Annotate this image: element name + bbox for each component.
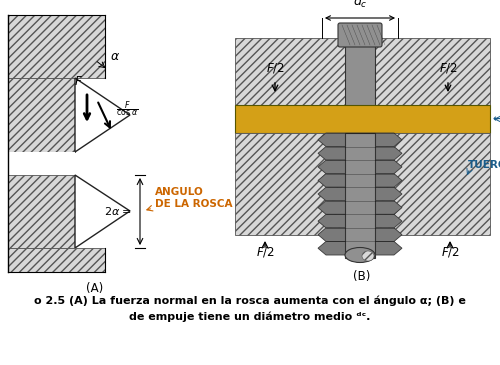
Text: $\frac{F}{\cos\,\alpha}$: $\frac{F}{\cos\,\alpha}$	[116, 100, 139, 120]
Text: $F/2$: $F/2$	[438, 61, 458, 75]
Text: $F/2$: $F/2$	[256, 245, 274, 259]
Bar	[345, 28, 375, 110]
Polygon shape	[235, 133, 490, 235]
Polygon shape	[318, 187, 402, 201]
Ellipse shape	[345, 247, 375, 262]
Text: (B): (B)	[354, 270, 370, 283]
Polygon shape	[8, 78, 75, 152]
Polygon shape	[8, 152, 75, 175]
Text: TUERCA: TUERCA	[468, 160, 500, 170]
Polygon shape	[8, 15, 105, 78]
Polygon shape	[75, 175, 130, 248]
FancyBboxPatch shape	[338, 23, 382, 47]
Text: de empuje tiene un diámetro medio ᵈᶜ.: de empuje tiene un diámetro medio ᵈᶜ.	[130, 311, 370, 322]
Polygon shape	[8, 175, 75, 248]
Ellipse shape	[362, 251, 374, 261]
Polygon shape	[318, 174, 402, 187]
Text: o 2.5 (A) La fuerza normal en la rosca aumenta con el ángulo α; (B) e: o 2.5 (A) La fuerza normal en la rosca a…	[34, 295, 466, 306]
Polygon shape	[318, 201, 402, 214]
Polygon shape	[75, 78, 130, 152]
Polygon shape	[318, 160, 402, 174]
Text: $F$: $F$	[74, 75, 82, 88]
Polygon shape	[235, 38, 490, 105]
Polygon shape	[318, 228, 402, 241]
Text: $F/2$: $F/2$	[266, 61, 284, 75]
Text: ANGULO
DE LA ROSCA: ANGULO DE LA ROSCA	[155, 187, 232, 209]
Polygon shape	[8, 248, 105, 272]
Polygon shape	[318, 147, 402, 160]
Polygon shape	[318, 241, 402, 255]
Text: $2\alpha$ =: $2\alpha$ =	[104, 205, 132, 217]
Text: ← COLLARIN: ← COLLARIN	[493, 114, 500, 124]
Polygon shape	[318, 133, 402, 147]
Text: $\alpha$: $\alpha$	[110, 50, 120, 64]
Bar	[235, 105, 490, 133]
Text: (A): (A)	[86, 282, 104, 295]
Text: $F/2$: $F/2$	[440, 245, 460, 259]
Polygon shape	[318, 214, 402, 228]
Text: $d_c$: $d_c$	[352, 0, 368, 10]
Bar	[345, 133, 375, 258]
